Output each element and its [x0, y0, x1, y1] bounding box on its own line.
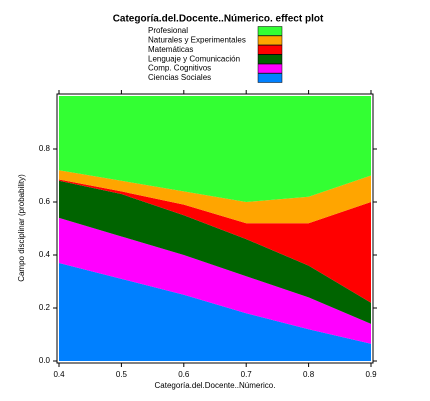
- legend-label: Lenguaje y Comunicación: [148, 54, 240, 63]
- area: [59, 96, 371, 202]
- y-tick-label: 0.6: [39, 197, 51, 206]
- x-tick-label: 0.8: [303, 370, 315, 379]
- legend-label: Comp. Cognitivos: [148, 64, 211, 73]
- area: [59, 179, 371, 303]
- legend-label: Ciencias Sociales: [148, 73, 211, 82]
- legend-label: Matemáticas: [148, 45, 193, 54]
- chart-title: Categoría.del.Docente..Númerico. effect …: [113, 14, 324, 25]
- legend-label: Profesional: [148, 26, 188, 35]
- legend-swatch: [257, 54, 283, 64]
- legend-swatch: [257, 35, 283, 46]
- legend-swatch: [257, 26, 283, 36]
- plot-frame: [56, 93, 374, 364]
- x-tick-label: 0.7: [241, 370, 253, 379]
- x-tick-label: 0.4: [53, 370, 65, 379]
- y-axis-label: Campo disciplinar (probability): [17, 174, 26, 282]
- y-tick-label: 0.2: [39, 303, 51, 312]
- area: [59, 262, 371, 361]
- legend-swatch: [257, 73, 283, 83]
- x-tick-label: 0.9: [365, 370, 377, 379]
- y-tick-label: 0.0: [39, 356, 51, 365]
- y-tick-label: 0.4: [39, 250, 51, 259]
- area: [59, 217, 371, 344]
- y-tick-label: 0.8: [39, 144, 51, 153]
- x-tick-label: 0.5: [116, 370, 128, 379]
- legend-swatch: [257, 45, 283, 55]
- legend-label: Naturales y Experimentales: [148, 36, 246, 45]
- legend-swatch: [257, 63, 283, 74]
- area: [59, 180, 371, 324]
- x-axis-label: Categoría.del.Docente..Númerico.: [155, 381, 276, 390]
- x-tick-label: 0.6: [178, 370, 190, 379]
